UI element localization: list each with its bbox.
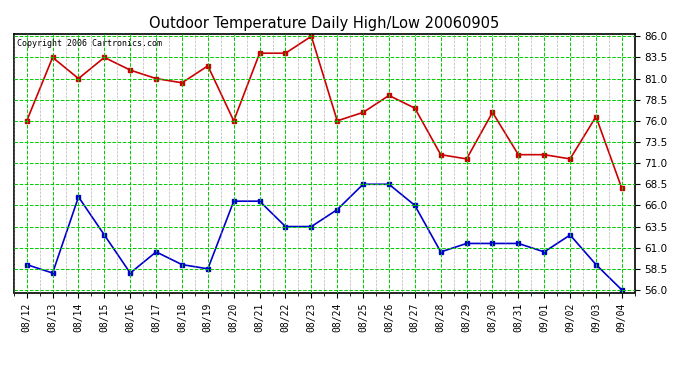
- Title: Outdoor Temperature Daily High/Low 20060905: Outdoor Temperature Daily High/Low 20060…: [149, 16, 500, 31]
- Text: Copyright 2006 Cartronics.com: Copyright 2006 Cartronics.com: [17, 39, 162, 48]
